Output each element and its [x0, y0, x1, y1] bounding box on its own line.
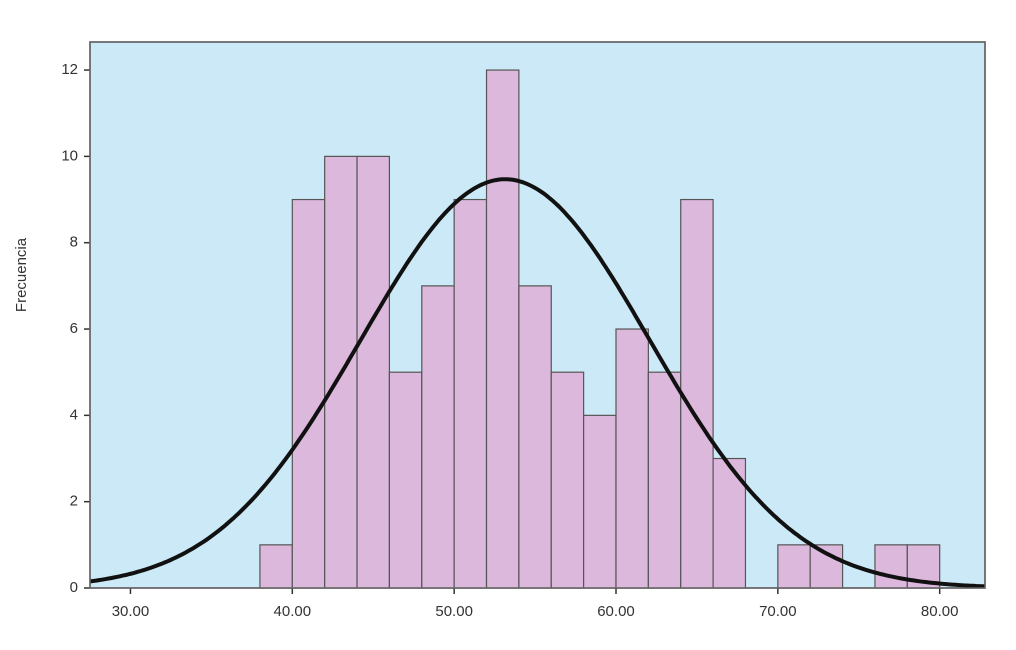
normal-curve	[89, 177, 986, 589]
bar	[485, 69, 520, 589]
bar	[356, 155, 391, 589]
bar	[388, 371, 423, 589]
bar	[615, 328, 649, 589]
bar	[259, 544, 293, 589]
bar	[291, 198, 326, 589]
y-tick-label: 2	[70, 493, 78, 510]
bar	[518, 285, 552, 589]
y-axis-label: Frecuencia	[13, 237, 30, 312]
plot-frame	[89, 41, 986, 589]
x-tick-label: 40.00	[274, 603, 312, 620]
bar	[647, 371, 682, 589]
x-tick-label: 60.00	[597, 603, 635, 620]
x-tick-label: 50.00	[435, 603, 473, 620]
x-tick-label: 70.00	[759, 603, 797, 620]
bar	[874, 544, 908, 589]
y-tick-label: 10	[61, 147, 78, 164]
bar	[421, 285, 455, 589]
x-tick-label: 80.00	[921, 603, 959, 620]
y-tick-label: 0	[70, 579, 78, 596]
x-tick-label: 30.00	[112, 603, 150, 620]
y-tick-label: 4	[70, 406, 78, 423]
bar	[453, 198, 488, 589]
y-tick-label: 12	[61, 61, 78, 78]
bar	[583, 414, 617, 589]
bar	[680, 198, 714, 589]
bar	[550, 371, 585, 589]
bar	[777, 544, 811, 589]
y-tick-label: 8	[70, 234, 78, 251]
y-tick-label: 6	[70, 320, 78, 337]
